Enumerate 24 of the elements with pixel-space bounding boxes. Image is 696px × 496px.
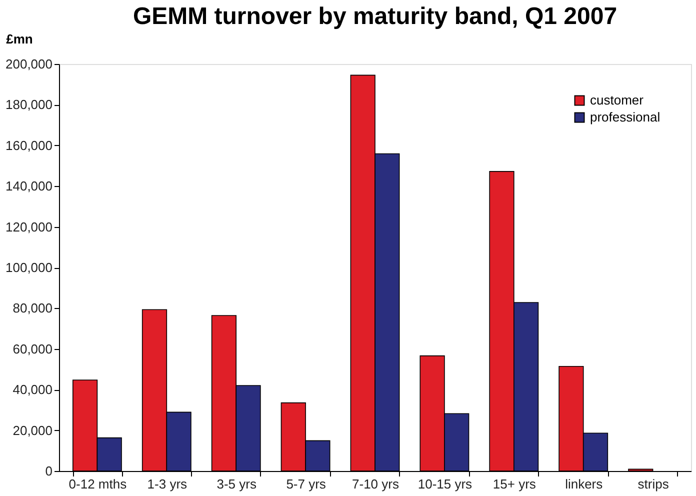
x-tick-label: strips xyxy=(638,476,670,492)
x-tick-label: 10-15 yrs xyxy=(418,476,473,492)
y-tick-label: 100,000 xyxy=(6,260,52,275)
y-tick-label: 140,000 xyxy=(6,178,52,194)
x-tick-label: 15+ yrs xyxy=(492,476,536,492)
y-tick-label: 180,000 xyxy=(6,97,52,112)
y-tick-label: 80,000 xyxy=(12,300,52,316)
y-tick-label: 160,000 xyxy=(6,138,52,153)
x-tick-label: 1-3 yrs xyxy=(147,476,188,492)
x-tick-label: 0-12 mths xyxy=(68,476,128,492)
y-tick-label: 20,000 xyxy=(12,422,52,438)
x-tick-label: 7-10 yrs xyxy=(352,476,400,492)
y-axis-title: £mn xyxy=(6,32,33,46)
legend-label: customer xyxy=(590,92,644,108)
y-tick-label: 200,000 xyxy=(6,56,52,72)
x-tick-label: linkers xyxy=(565,476,604,492)
x-tick-label: 5-7 yrs xyxy=(286,476,326,492)
y-tick-label: 120,000 xyxy=(6,219,52,234)
legend-label: professional xyxy=(590,110,660,124)
chart-title: GEMM turnover by maturity band, Q1 2007 xyxy=(132,3,618,30)
y-tick-label: 40,000 xyxy=(12,382,52,398)
y-tick-label: 0 xyxy=(45,464,52,478)
y-tick-label: 60,000 xyxy=(12,341,52,356)
x-tick-label: 3-5 yrs xyxy=(216,476,257,492)
